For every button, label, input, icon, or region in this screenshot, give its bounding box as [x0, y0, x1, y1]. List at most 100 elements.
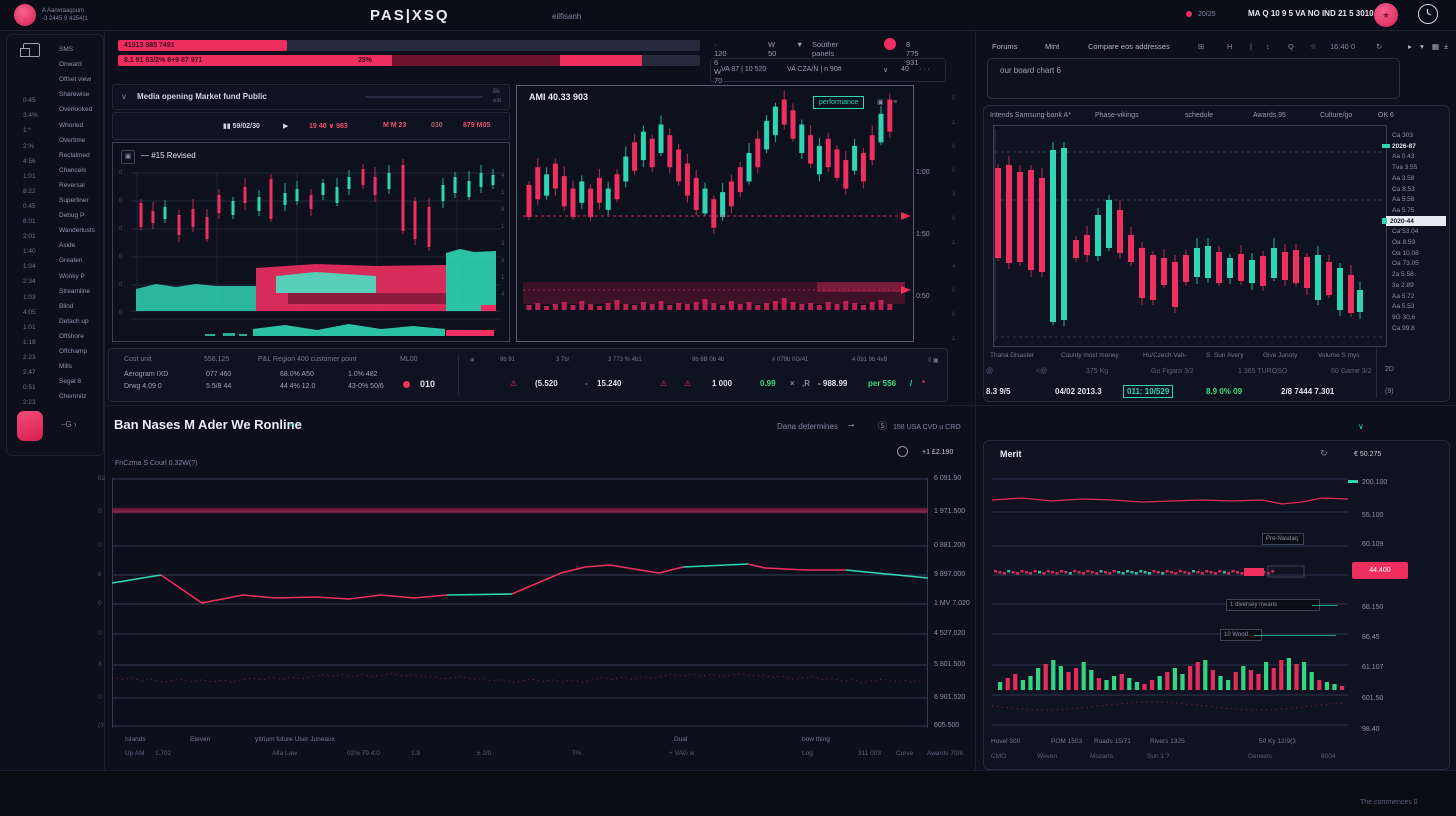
center-chart-svg[interactable]: [517, 86, 911, 339]
left-toolbar-item[interactable]: M M 23: [383, 122, 407, 129]
s-circle-icon[interactable]: Ⓢ: [878, 421, 888, 431]
bl-chart-svg[interactable]: [112, 478, 928, 728]
sidebar-item-label[interactable]: Wonky P: [59, 272, 85, 280]
ladder-row[interactable]: Tva 3.55: [1392, 164, 1418, 172]
tab-mint[interactable]: Mint: [1045, 42, 1060, 51]
toolbar-item[interactable]: VA 87 | 10 520: [721, 66, 767, 73]
ladder-row[interactable]: 2020-44: [1390, 217, 1414, 225]
sidebar-item-label[interactable]: Blind: [59, 302, 74, 310]
sidebar-item-label[interactable]: Superliner: [59, 197, 89, 204]
sidebar-item-label[interactable]: Segal 8: [59, 378, 82, 386]
toolbar-icon[interactable]: |: [1250, 42, 1252, 51]
toolbar-icon[interactable]: ↕: [1266, 42, 1270, 51]
sidebar-action-button[interactable]: [17, 411, 43, 441]
ladder-row[interactable]: Ca 8.53: [1392, 185, 1415, 193]
sidebar-item-label[interactable]: Whorled: [59, 121, 84, 129]
ladder-row[interactable]: Ca 99.8: [1392, 324, 1415, 332]
section-icon[interactable]: ≈: [290, 420, 295, 430]
sidebar-item-label[interactable]: Chancels: [59, 166, 87, 174]
corner-icon[interactable]: ±: [1444, 42, 1449, 51]
sidebar-item-label[interactable]: Sharewise: [59, 91, 90, 99]
merit-corner-icon[interactable]: ∨: [1358, 422, 1364, 431]
left-toolbar-item[interactable]: 19 40 ∨ 983: [309, 123, 348, 130]
sidebar-item-label[interactable]: Greaten: [59, 257, 83, 265]
toolbar-item[interactable]: W 50: [768, 40, 777, 58]
toolbar-icon[interactable]: ↻: [1376, 42, 1383, 51]
ladder-row[interactable]: Aa 5.72: [1392, 292, 1415, 300]
toolbar-icon[interactable]: 16:40 0: [1330, 42, 1356, 51]
alert-circle-icon[interactable]: [884, 38, 896, 50]
corner-icon[interactable]: ▸: [1408, 42, 1412, 51]
ladder-row[interactable]: Oa 8.59: [1392, 239, 1416, 246]
windows-icon[interactable]: [20, 43, 40, 57]
sidebar-item-label[interactable]: Offset view: [59, 76, 92, 84]
ladder-row[interactable]: 3a 2.89: [1392, 281, 1414, 289]
ladder-row[interactable]: 2026-87: [1392, 142, 1416, 150]
left-toolbar-item[interactable]: 879 M05: [463, 122, 491, 129]
sidebar-item-label[interactable]: Mills: [59, 363, 72, 371]
sidebar-item-label[interactable]: Debug P: [59, 212, 85, 220]
panel-header-item[interactable]: schedule: [1185, 112, 1214, 119]
toolbar-item[interactable]: · 120 6 W 70: [714, 40, 727, 85]
sidebar-item-label[interactable]: Offshore: [59, 332, 84, 340]
toolbar-item[interactable]: ∨: [883, 67, 889, 74]
corner-icon[interactable]: ▾: [1420, 42, 1424, 51]
menu-icon[interactable]: ≡: [893, 99, 898, 106]
avatar[interactable]: ★: [1374, 3, 1398, 27]
chevron-down-icon[interactable]: ∨: [121, 92, 127, 101]
tab-forums[interactable]: Forums: [992, 42, 1018, 51]
panel-grid-icon[interactable]: ▣: [121, 150, 135, 164]
ladder-row[interactable]: Aa 3.58: [1392, 174, 1415, 182]
sidebar-item-label[interactable]: Overlooked: [59, 106, 93, 114]
toolbar-item[interactable]: Souther panels: [812, 40, 839, 58]
panel-header-item[interactable]: Awards 95: [1253, 112, 1286, 119]
sidebar-item-label[interactable]: Wanderlusts: [59, 227, 95, 235]
toolbar-item[interactable]: 40: [901, 66, 909, 73]
ladder-row[interactable]: Oa 10.08: [1392, 249, 1419, 257]
merit-chart-svg[interactable]: [992, 478, 1348, 728]
left-toolbar-item[interactable]: ▮▮ 59/02/30: [223, 123, 260, 130]
clock-icon[interactable]: [1418, 4, 1438, 24]
tab-compare-eos-addresses[interactable]: Compare eos addresses: [1088, 42, 1170, 51]
sidebar-item-label[interactable]: Offchamp: [59, 348, 88, 355]
sidebar-item-label[interactable]: Aside: [59, 242, 76, 250]
sidebar-item-label[interactable]: Detach up: [59, 317, 89, 325]
panel-header-item[interactable]: OK 6: [1378, 112, 1394, 119]
toolbar-icon[interactable]: ⊞: [1198, 42, 1205, 51]
sidebar-item-label[interactable]: Onward: [59, 61, 82, 69]
ladder-row[interactable]: Aa 5.75: [1392, 206, 1415, 214]
sidebar-item-label[interactable]: Reversal: [59, 181, 85, 189]
toolbar-icon[interactable]: H: [1227, 42, 1233, 51]
panel-header-item[interactable]: Intends Samsung-bank A*: [990, 112, 1071, 119]
sidebar-item-label[interactable]: Chemnitz: [59, 393, 87, 401]
panel-header-item[interactable]: Culture/go: [1320, 112, 1353, 119]
sidebar-item-label[interactable]: Overtime: [59, 136, 86, 144]
sidebar-item-label[interactable]: Reclaimed: [59, 151, 90, 159]
ladder-row[interactable]: Aa 0.43: [1392, 153, 1415, 161]
toolbar-item[interactable]: 8 7?5 931: [906, 40, 919, 67]
ladder-row[interactable]: 2a 5.58: [1392, 271, 1414, 279]
ladder-row[interactable]: Aa 5.58: [1392, 196, 1415, 204]
toolbar-item[interactable]: VA CZA/N | n 90#: [787, 66, 842, 73]
expand-icon[interactable]: ▣: [877, 99, 884, 106]
ladder-row[interactable]: Aa 5.53: [1392, 303, 1415, 311]
right-chart-svg[interactable]: [993, 125, 1385, 345]
corner-icon[interactable]: ▦: [1432, 42, 1440, 51]
left-chart-svg[interactable]: [113, 143, 507, 339]
sidebar-pager[interactable]: –G ›: [61, 420, 77, 429]
globe-icon[interactable]: [897, 446, 908, 457]
sidebar-item-label[interactable]: Streamline: [59, 287, 91, 295]
ladder-row[interactable]: Ca 303: [1392, 132, 1413, 139]
app-logo[interactable]: [14, 4, 36, 26]
ladder-highlight-box[interactable]: [1386, 215, 1446, 226]
toolbar-icon[interactable]: ☆: [1310, 42, 1317, 51]
panel-header-item[interactable]: Phase-vikings: [1095, 112, 1139, 119]
sidebar-item-label[interactable]: SMS: [59, 46, 74, 53]
symbol-input[interactable]: our board chart 6: [987, 58, 1400, 99]
ladder-row[interactable]: Ca 53.04: [1392, 228, 1419, 236]
toolbar-icon[interactable]: Q: [1288, 42, 1294, 51]
left-toolbar-item[interactable]: 030: [431, 122, 443, 129]
ladder-row[interactable]: 9G 30.6: [1392, 313, 1416, 321]
toolbar-item[interactable]: ▼: [796, 40, 804, 49]
left-toolbar-item[interactable]: ▶: [283, 123, 289, 130]
